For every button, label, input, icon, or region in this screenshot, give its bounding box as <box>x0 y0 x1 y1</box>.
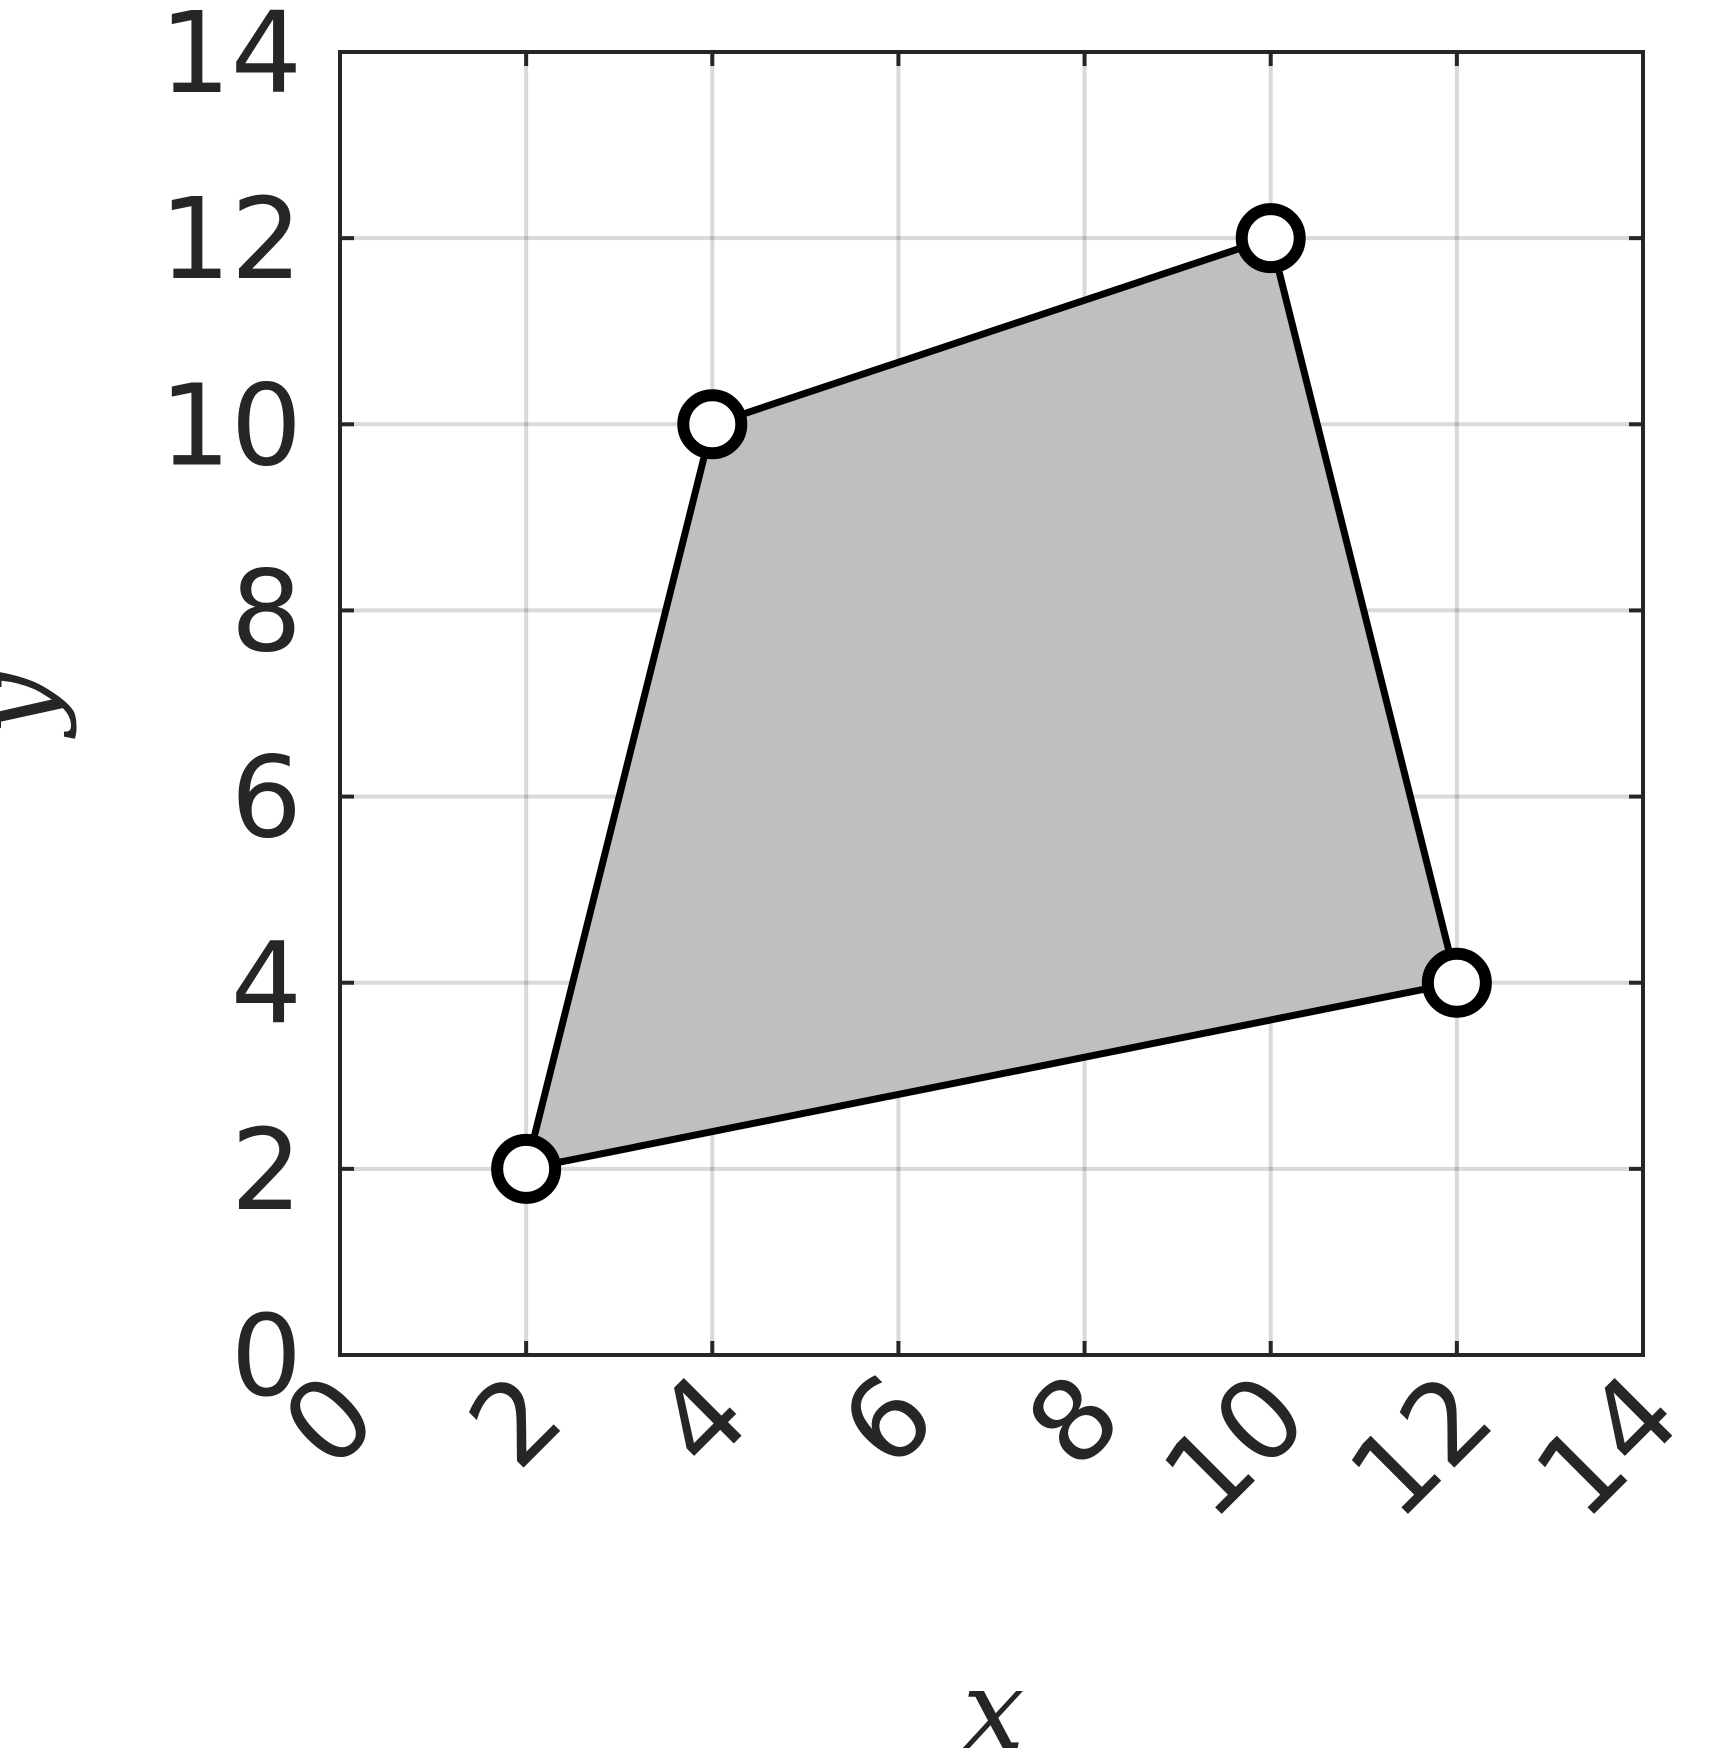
y-tick-label: 2 <box>231 1106 302 1236</box>
tick-marks <box>338 50 1645 1357</box>
axes-frame <box>338 50 1645 1357</box>
y-tick-label: 6 <box>231 734 302 864</box>
x-tick-label: 6 <box>817 1350 959 1492</box>
y-tick-label: 0 <box>231 1292 302 1422</box>
vertex-markers <box>491 203 1492 1204</box>
y-tick-label: 8 <box>231 547 302 677</box>
y-tick-label: 10 <box>159 361 302 491</box>
y-tick-label: 14 <box>159 0 302 119</box>
vertex-marker <box>1421 947 1492 1018</box>
vertex-marker <box>677 389 748 460</box>
polygon-layer <box>522 234 1461 1173</box>
y-tick-label: 12 <box>159 175 302 305</box>
y-tick-label: 4 <box>231 920 302 1050</box>
y-tick-labels: 0 2 4 6 8 10 12 14 <box>159 0 302 1422</box>
x-tick-label: 4 <box>631 1350 773 1492</box>
vertex-marker <box>1235 203 1306 274</box>
x-tick-label: 8 <box>1003 1350 1145 1492</box>
x-tick-label: 10 <box>1139 1350 1332 1543</box>
x-tick-label: 2 <box>445 1350 587 1492</box>
filled-polygon <box>522 234 1461 1173</box>
x-axis-label: x <box>962 1646 1024 1760</box>
x-tick-label: 14 <box>1511 1350 1704 1543</box>
vertex-marker <box>491 1133 562 1204</box>
x-tick-label: 12 <box>1325 1350 1518 1543</box>
y-axis-label: y <box>0 671 78 740</box>
